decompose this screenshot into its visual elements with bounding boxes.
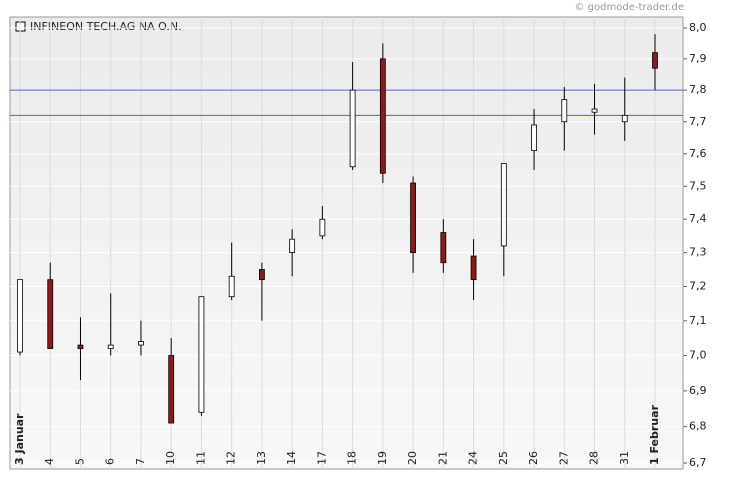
candle-body xyxy=(289,238,296,254)
x-tick-label: 12 xyxy=(225,451,238,465)
candle-body xyxy=(228,275,235,298)
candle-body xyxy=(107,344,114,349)
candle-body xyxy=(77,344,84,349)
y-tick-label: 7,6 xyxy=(689,147,707,160)
y-tick-label: 7,3 xyxy=(689,246,707,259)
candle-body xyxy=(47,279,54,349)
watermark: © godmode-trader.de xyxy=(575,2,685,13)
candle-body xyxy=(652,52,658,69)
candle-body xyxy=(349,89,356,168)
y-tick-label: 7,4 xyxy=(689,212,707,225)
x-tick-label: 14 xyxy=(285,451,298,465)
y-tick-label: 7,0 xyxy=(689,349,707,362)
x-tick-label: 3 Januar xyxy=(13,413,26,465)
x-tick-label: 28 xyxy=(588,451,601,465)
candle-body xyxy=(470,255,477,281)
x-tick-label: 31 xyxy=(618,451,631,465)
x-tick-label: 17 xyxy=(315,451,328,465)
candle-body xyxy=(591,108,598,113)
y-tick-label: 6,7 xyxy=(689,456,707,469)
y-tick-label: 6,9 xyxy=(689,384,707,397)
y-tick-label: 7,7 xyxy=(689,115,707,128)
candle-body xyxy=(17,279,23,353)
x-tick-label: 13 xyxy=(255,451,268,465)
y-tick-label: 8,0 xyxy=(689,21,707,34)
candle-body xyxy=(621,114,628,123)
x-tick-label: 24 xyxy=(467,451,480,465)
x-tick-label: 26 xyxy=(527,451,540,465)
candle-body xyxy=(500,163,507,247)
candle-body xyxy=(531,124,537,151)
chart-title: INFINEON TECH.AG NA O.N. xyxy=(30,20,182,33)
y-tick-label: 7,2 xyxy=(689,279,707,292)
candle-body xyxy=(259,269,265,281)
candle-body xyxy=(138,341,144,346)
candle-body xyxy=(440,232,447,264)
x-tick-label: 6 xyxy=(104,458,117,465)
x-tick-label: 20 xyxy=(406,451,419,465)
x-tick-label: 25 xyxy=(497,451,510,465)
x-tick-label: 4 xyxy=(43,458,56,465)
candle-body xyxy=(198,296,205,413)
x-tick-label: 10 xyxy=(164,451,177,465)
x-tick-label: 5 xyxy=(73,458,86,465)
x-tick-label: 21 xyxy=(436,451,449,465)
x-tick-label: 27 xyxy=(557,451,570,465)
x-tick-label: 11 xyxy=(194,451,207,465)
y-tick-label: 7,8 xyxy=(689,83,707,96)
x-tick-label: 19 xyxy=(376,451,389,465)
y-tick-label: 7,9 xyxy=(689,52,707,65)
y-tick-label: 7,1 xyxy=(689,314,707,327)
candle-body xyxy=(410,182,416,254)
candle-body xyxy=(319,218,326,237)
x-tick-label: 18 xyxy=(346,451,359,465)
y-tick-label: 6,8 xyxy=(689,420,707,433)
x-tick-label: 7 xyxy=(134,458,147,465)
x-tick-label: 1 Februar xyxy=(648,404,661,465)
candle-body xyxy=(561,99,568,123)
plot-area xyxy=(9,16,684,470)
candle-body xyxy=(379,58,386,174)
candle-body xyxy=(168,355,175,424)
y-tick-label: 7,5 xyxy=(689,179,707,192)
